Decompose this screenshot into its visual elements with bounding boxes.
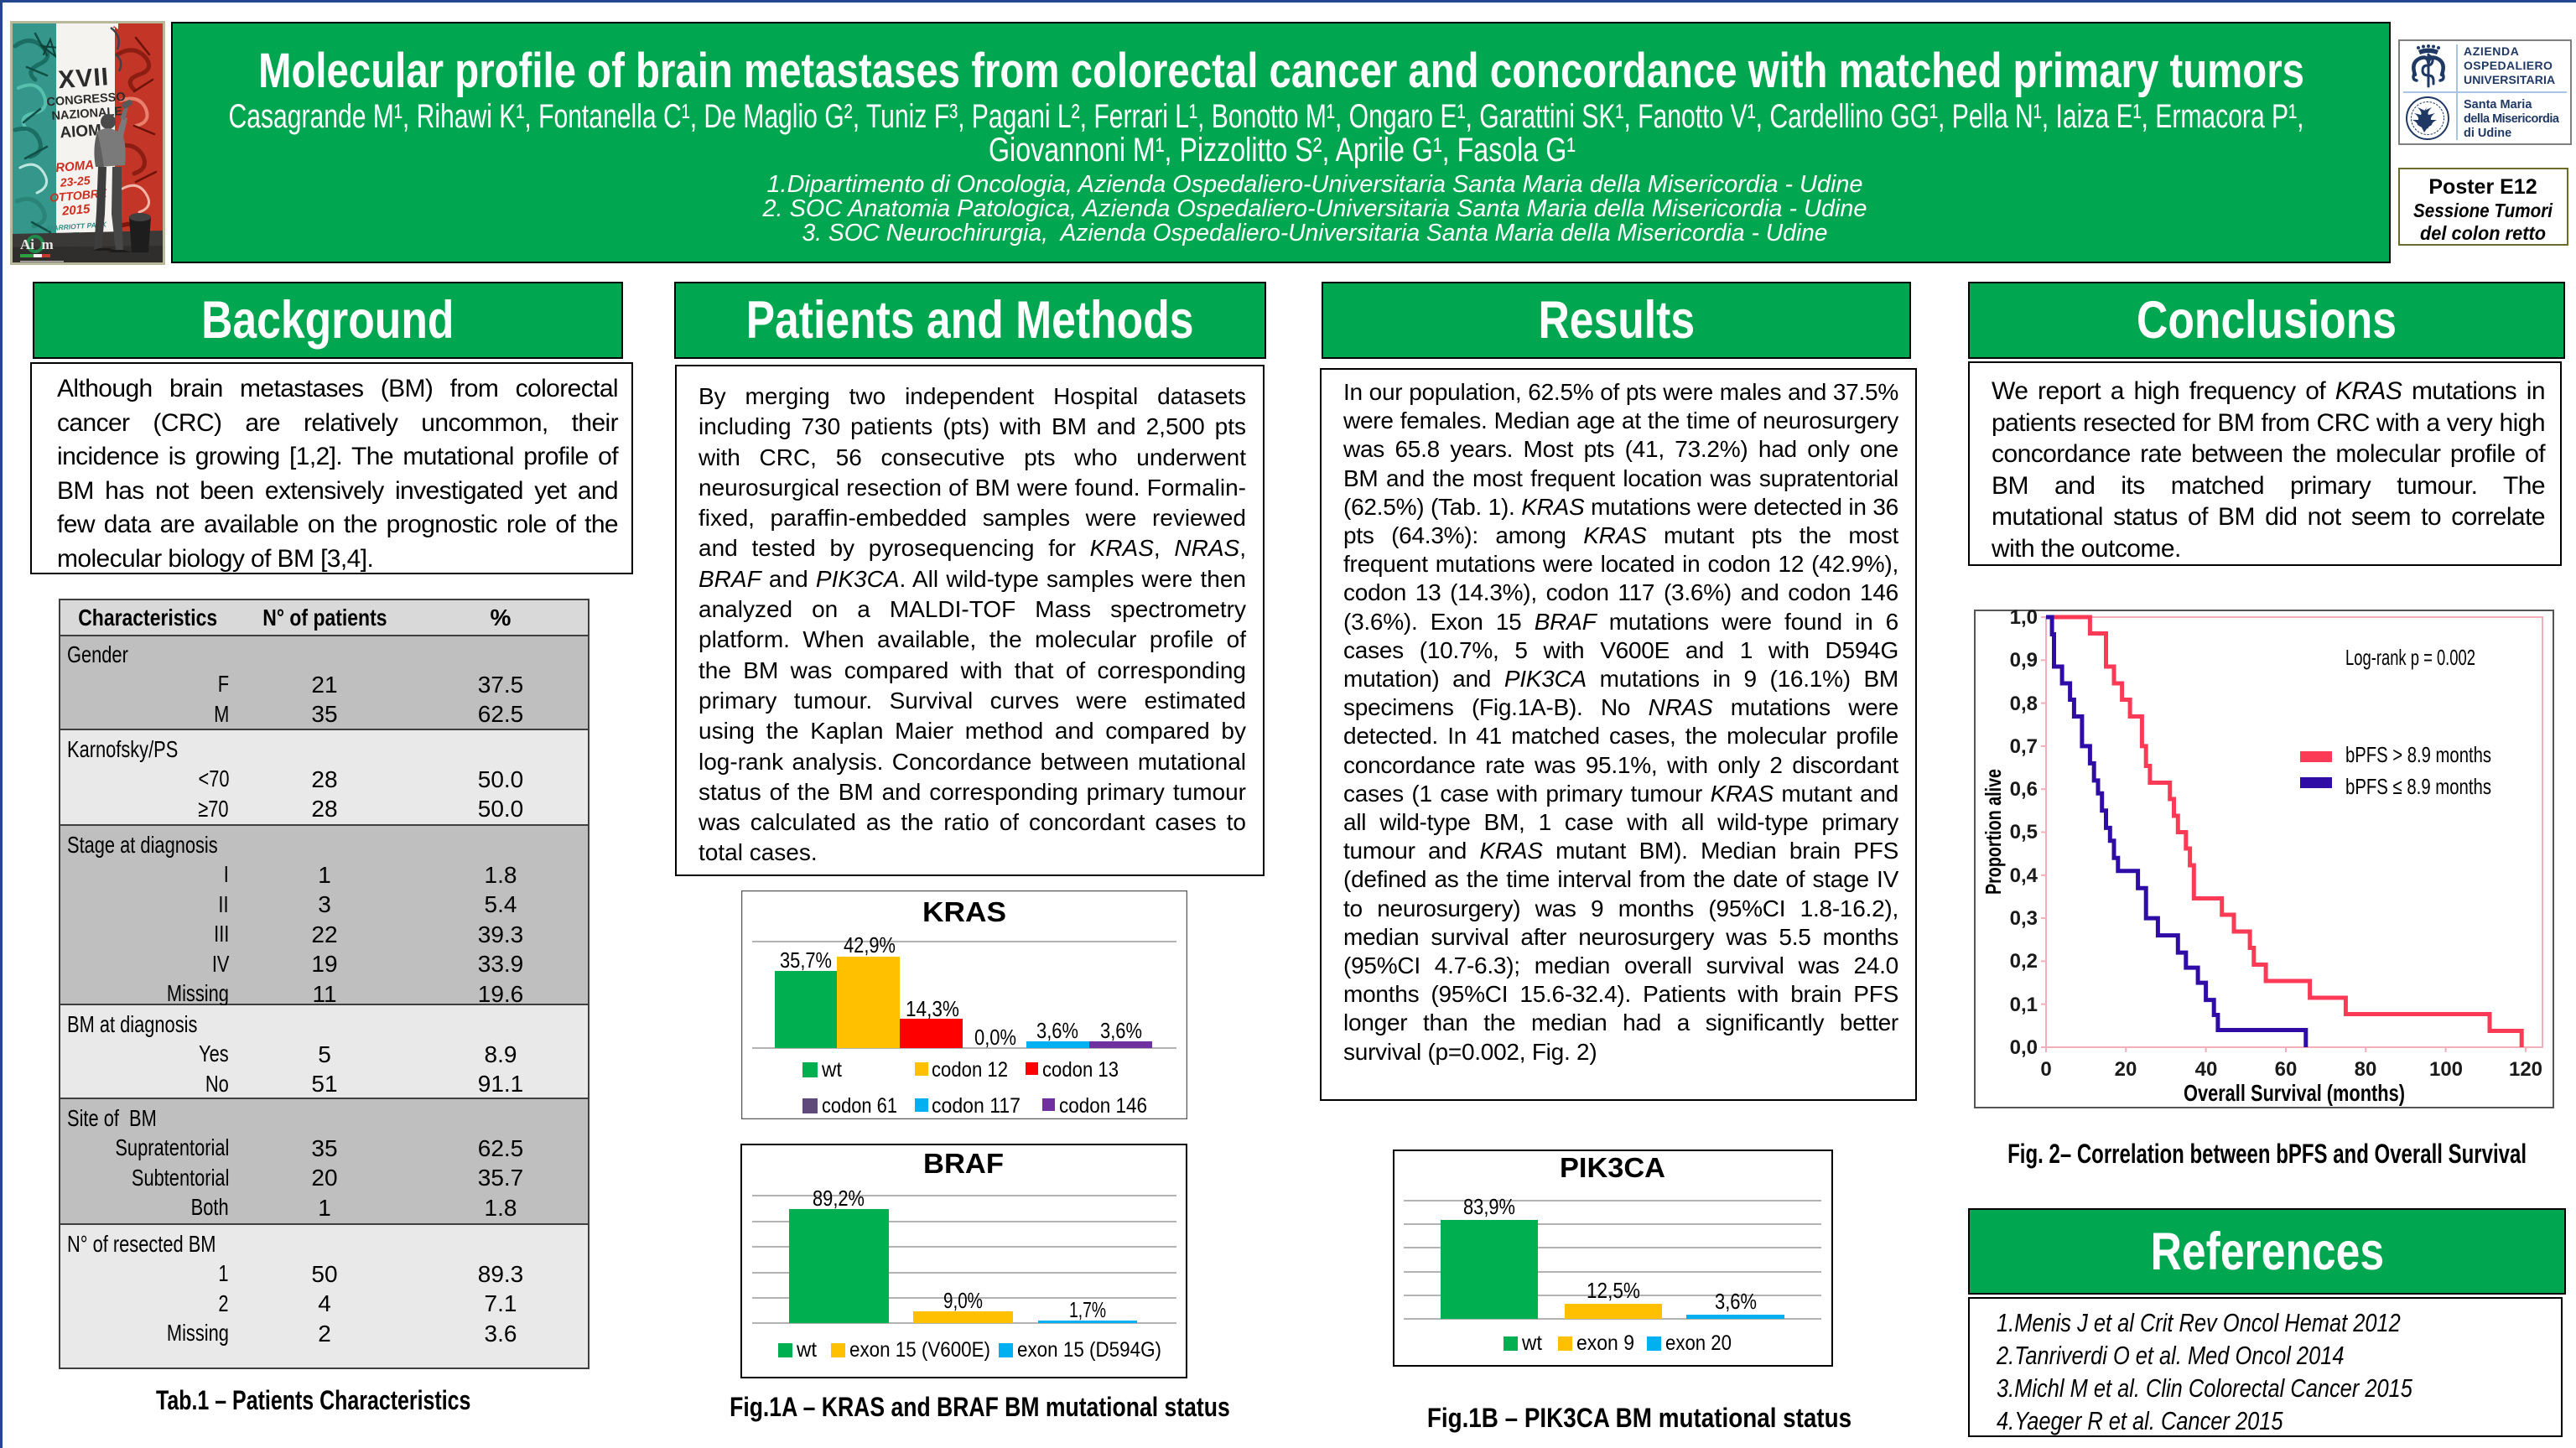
- svg-text:23-25: 23-25: [59, 174, 91, 189]
- svg-text:Log-rank p = 0.002: Log-rank p = 0.002: [2345, 645, 2475, 670]
- svg-text:0,6: 0,6: [2010, 778, 2038, 801]
- svg-text:ROMA: ROMA: [55, 158, 95, 175]
- svg-text:wt: wt: [821, 1058, 842, 1082]
- svg-text:exon 15 (D594G): exon 15 (D594G): [1017, 1338, 1161, 1362]
- svg-text:1,0: 1,0: [2010, 610, 2038, 629]
- svg-text:exon 9: exon 9: [1576, 1331, 1634, 1355]
- svg-text:Casagrande M¹, Rihawi K¹, Font: Casagrande M¹, Rihawi K¹, Fontanella C¹,…: [229, 98, 2304, 135]
- svg-text:0: 0: [2040, 1058, 2051, 1081]
- svg-text:Overall Survival (months): Overall Survival (months): [2184, 1080, 2405, 1106]
- svg-text:120: 120: [2509, 1058, 2542, 1081]
- svg-text:KRAS: KRAS: [922, 896, 1006, 927]
- svg-text:codon 61: codon 61: [822, 1094, 897, 1118]
- svg-text:9,0%: 9,0%: [943, 1288, 983, 1313]
- svg-text:20: 20: [2115, 1058, 2137, 1081]
- svg-text:3,6%: 3,6%: [1036, 1018, 1078, 1043]
- svg-text:100: 100: [2429, 1058, 2463, 1081]
- svg-text:40: 40: [2195, 1058, 2218, 1081]
- svg-text:1,7%: 1,7%: [1069, 1297, 1106, 1322]
- svg-text:0,5: 0,5: [2010, 821, 2038, 843]
- svg-text:MARRIOTT PARK: MARRIOTT PARK: [47, 220, 107, 232]
- svg-text:Sessione Tumori: Sessione Tumori: [2413, 200, 2553, 221]
- svg-text:2015: 2015: [60, 202, 91, 219]
- svg-text:codon 146: codon 146: [1059, 1094, 1147, 1118]
- svg-text:3,6%: 3,6%: [1100, 1018, 1142, 1043]
- svg-text:OTTOBRE: OTTOBRE: [49, 186, 107, 205]
- svg-text:bPFS ≤ 8.9 months: bPFS ≤ 8.9 months: [2345, 774, 2491, 799]
- svg-text:wt: wt: [796, 1338, 817, 1362]
- svg-text:0,8: 0,8: [2010, 693, 2038, 715]
- svg-text:codon 117: codon 117: [932, 1094, 1021, 1118]
- svg-text:AZIENDA: AZIENDA: [2464, 44, 2519, 58]
- svg-text:Poster E12: Poster E12: [2428, 175, 2537, 199]
- svg-text:80: 80: [2355, 1058, 2377, 1081]
- svg-text:Giovannoni M¹, Pizzolitto S²,: Giovannoni M¹, Pizzolitto S², Aprile G¹,…: [989, 132, 1576, 169]
- svg-text:di Udine: di Udine: [2464, 127, 2511, 140]
- svg-text:89,2%: 89,2%: [813, 1186, 865, 1211]
- svg-text:0,0: 0,0: [2010, 1036, 2038, 1059]
- svg-text:XVII: XVII: [57, 63, 110, 94]
- svg-text:0,2: 0,2: [2010, 950, 2038, 973]
- svg-text:AIOM: AIOM: [60, 122, 102, 142]
- svg-text:della Misericordia: della Misericordia: [2464, 112, 2560, 126]
- svg-text:exon 20: exon 20: [1665, 1331, 1732, 1355]
- svg-text:UNIVERSITARIA: UNIVERSITARIA: [2464, 73, 2555, 86]
- svg-text:0,9: 0,9: [2010, 649, 2038, 672]
- svg-text:3. SOC Neurochirurgia, Aziend: 3. SOC Neurochirurgia, Azienda Ospedalie…: [802, 220, 1828, 247]
- svg-text:wt: wt: [1521, 1331, 1542, 1355]
- svg-text:0,4: 0,4: [2010, 864, 2038, 887]
- svg-text:35,7%: 35,7%: [780, 947, 832, 973]
- svg-text:0,3: 0,3: [2010, 907, 2038, 930]
- svg-text:1.Dipartimento di Oncologia, A: 1.Dipartimento di Oncologia, Azienda Osp…: [767, 171, 1863, 198]
- svg-text:42,9%: 42,9%: [844, 932, 896, 958]
- svg-text:PIK3CA: PIK3CA: [1560, 1152, 1665, 1183]
- svg-text:Ai m: Ai m: [20, 236, 54, 252]
- svg-text:bPFS > 8.9 months: bPFS > 8.9 months: [2345, 742, 2491, 767]
- svg-text:codon 13: codon 13: [1042, 1058, 1119, 1082]
- svg-text:83,9%: 83,9%: [1463, 1194, 1515, 1219]
- svg-text:Molecular profile of brain met: Molecular profile of brain metastases fr…: [258, 44, 2304, 98]
- svg-text:12,5%: 12,5%: [1587, 1278, 1640, 1303]
- svg-text:14,3%: 14,3%: [906, 996, 959, 1021]
- svg-text:CONGRESSO: CONGRESSO: [46, 91, 126, 110]
- svg-text:Santa Maria: Santa Maria: [2464, 98, 2532, 112]
- svg-text:2. SOC Anatomia Patologica, Az: 2. SOC Anatomia Patologica, Azienda Ospe…: [762, 195, 1867, 222]
- svg-text:60: 60: [2275, 1058, 2298, 1081]
- svg-text:Proportion alive: Proportion alive: [1981, 769, 2006, 895]
- svg-text:BRAF: BRAF: [923, 1148, 1004, 1179]
- svg-text:OSPEDALIERO: OSPEDALIERO: [2464, 59, 2553, 72]
- svg-text:3,6%: 3,6%: [1715, 1289, 1757, 1314]
- svg-text:0,0%: 0,0%: [974, 1025, 1016, 1050]
- svg-text:exon 15 (V600E): exon 15 (V600E): [849, 1338, 990, 1362]
- svg-text:del colon retto: del colon retto: [2420, 222, 2546, 244]
- svg-text:0,7: 0,7: [2010, 735, 2038, 758]
- svg-text:codon 12: codon 12: [932, 1058, 1008, 1082]
- svg-text:0,1: 0,1: [2010, 994, 2038, 1016]
